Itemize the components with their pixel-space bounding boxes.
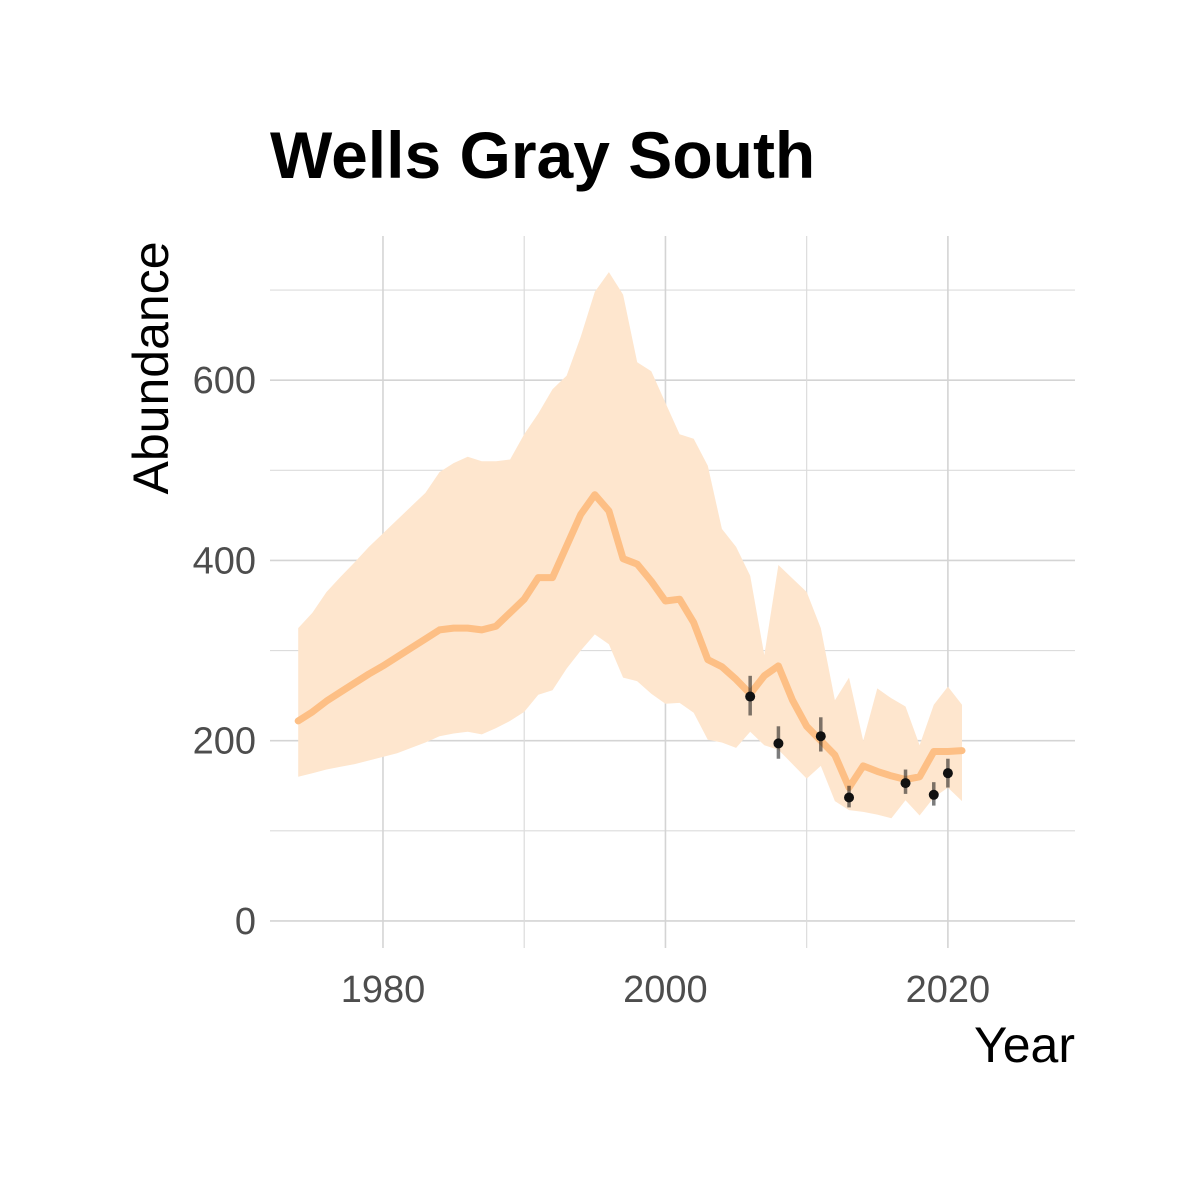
x-tick-label: 2000 xyxy=(623,969,708,1011)
observation-dot xyxy=(815,731,826,742)
y-tick-label: 400 xyxy=(193,540,256,582)
y-tick-label: 600 xyxy=(193,360,256,402)
y-tick-label: 0 xyxy=(235,901,256,943)
confidence-band xyxy=(298,272,962,819)
tick-labels: 1980 2000 2020 0 200 400 600 xyxy=(193,360,991,1011)
observation-point xyxy=(815,717,826,752)
estimate-line xyxy=(294,491,966,792)
observation-point xyxy=(773,726,784,759)
x-axis-title: Year xyxy=(974,1017,1075,1073)
confidence-band-layer xyxy=(298,272,962,819)
observation-point xyxy=(844,785,855,808)
observation-point xyxy=(745,675,756,716)
observation-dot xyxy=(928,789,939,800)
chart-title: Wells Gray South xyxy=(270,118,815,192)
x-tick-label: 2020 xyxy=(906,969,991,1011)
observations-layer xyxy=(745,675,953,808)
estimate-line-layer xyxy=(294,491,966,792)
observation-dot xyxy=(745,691,756,702)
x-tick-label: 1980 xyxy=(341,969,426,1011)
observation-point xyxy=(942,758,953,788)
y-tick-label: 200 xyxy=(193,721,256,763)
observation-dot xyxy=(773,738,784,749)
observation-point xyxy=(928,782,939,806)
y-axis-title: Abundance xyxy=(123,241,179,494)
observation-point xyxy=(900,769,911,794)
observation-dot xyxy=(900,778,911,789)
observation-dot xyxy=(942,768,953,779)
observation-dot xyxy=(844,792,855,803)
